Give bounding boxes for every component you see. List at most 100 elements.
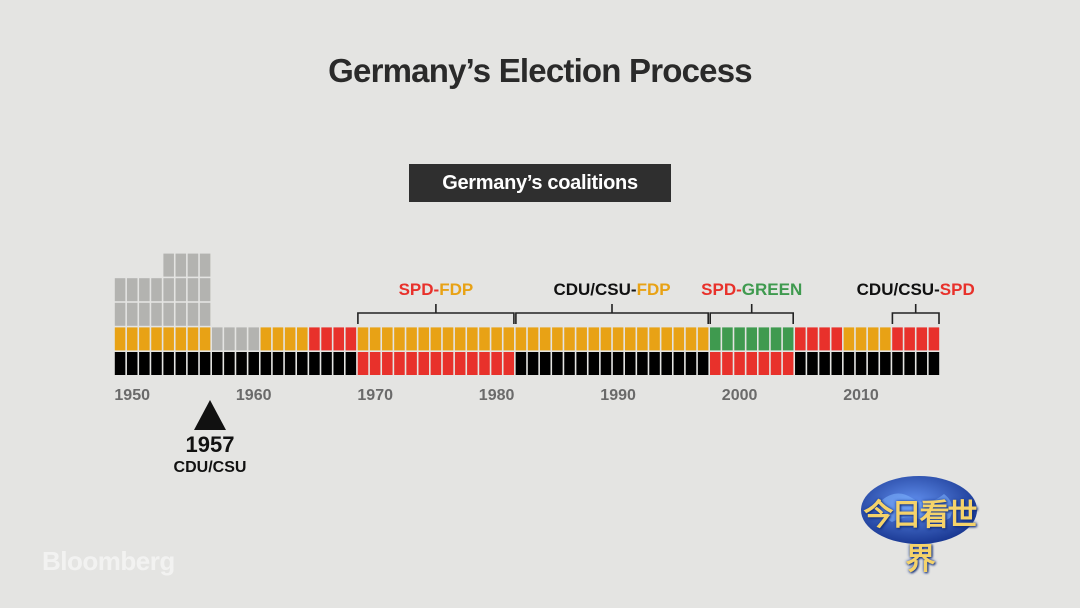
x-axis-ticks: 1950 1960 1970 1980 1990 2000 2010 (114, 387, 878, 404)
cell-1950-row1 (126, 327, 138, 351)
cell-2014-row1 (904, 327, 915, 351)
cell-1951-row0 (139, 352, 150, 375)
cell-1950-row0 (126, 352, 138, 375)
cell-1963-row1 (284, 327, 296, 351)
bracket-label-2: SPD-GREEN (701, 280, 802, 299)
cell-1990-row0 (612, 352, 624, 375)
cell-1984-row0 (539, 352, 551, 375)
bracket-label-part: FDP (637, 280, 671, 299)
cell-1954-row4 (175, 253, 187, 277)
cell-1960-row1 (248, 327, 259, 351)
cell-2006-row0 (807, 352, 818, 375)
cell-1956-row3 (199, 278, 211, 302)
cell-1985-row1 (552, 327, 563, 351)
cell-1951-row3 (139, 278, 150, 302)
cell-1999-row0 (722, 352, 733, 375)
bracket-label-part: CDU/CSU (857, 280, 934, 299)
slide-title: Germany’s Election Process (328, 52, 752, 89)
cell-1949-row2 (114, 302, 126, 326)
cell-1950-row3 (126, 278, 138, 302)
cell-1993-row0 (649, 352, 660, 375)
cell-1951-row2 (139, 302, 150, 326)
cell-1986-row1 (564, 327, 575, 351)
subtitle-box: Germany’s coalitions (409, 164, 671, 202)
cell-2015-row1 (916, 327, 928, 351)
cell-2010-row1 (855, 327, 867, 351)
cell-2007-row1 (819, 327, 830, 351)
cell-1985-row0 (552, 352, 563, 375)
bracket-label-part: - (736, 280, 742, 299)
event-marker: 1957 CDU/CSU (140, 400, 280, 479)
cell-1995-row0 (673, 352, 685, 375)
cell-1992-row1 (637, 327, 648, 351)
x-tick-label: 1990 (600, 387, 636, 404)
channel-logo: 今日看世界 (852, 470, 987, 577)
bracket-2 (709, 304, 794, 324)
cell-1962-row0 (272, 352, 284, 375)
cell-2009-row0 (843, 352, 855, 375)
cell-1982-row0 (515, 352, 527, 375)
cell-1981-row0 (503, 352, 515, 375)
cell-1957-row0 (211, 352, 223, 375)
cell-2001-row1 (746, 327, 757, 351)
cell-1953-row2 (163, 302, 174, 326)
cell-1983-row1 (527, 327, 539, 351)
triangle-up-icon (194, 400, 226, 430)
cell-2012-row1 (880, 327, 891, 351)
cell-1952-row0 (151, 352, 162, 375)
cell-1973-row1 (406, 327, 417, 351)
cell-1994-row1 (661, 327, 672, 351)
cell-1979-row1 (479, 327, 490, 351)
cell-1961-row0 (260, 352, 272, 375)
cell-1957-row1 (211, 327, 223, 351)
cell-1952-row2 (151, 302, 162, 326)
cell-1984-row1 (539, 327, 551, 351)
timeline-cells (114, 253, 940, 375)
cell-1982-row1 (515, 327, 527, 351)
cell-1987-row1 (576, 327, 587, 351)
cell-2011-row1 (867, 327, 879, 351)
cell-1995-row1 (673, 327, 685, 351)
cell-1999-row1 (722, 327, 733, 351)
cell-1970-row1 (369, 327, 381, 351)
cell-1961-row1 (260, 327, 272, 351)
bracket-label-part: SPD (701, 280, 736, 299)
cell-2004-row1 (782, 327, 794, 351)
cell-1997-row0 (697, 352, 709, 375)
cell-1965-row0 (309, 352, 320, 375)
cell-1998-row0 (710, 352, 721, 375)
cell-1954-row3 (175, 278, 187, 302)
cell-1958-row0 (224, 352, 235, 375)
bracket-label-part: - (434, 280, 440, 299)
cell-2001-row0 (746, 352, 757, 375)
cell-1968-row1 (345, 327, 357, 351)
cell-1990-row1 (612, 327, 624, 351)
cell-1954-row2 (175, 302, 187, 326)
cell-1992-row0 (637, 352, 648, 375)
cell-2010-row0 (855, 352, 867, 375)
cell-1977-row0 (454, 352, 466, 375)
x-tick-label: 1970 (357, 387, 393, 404)
cell-2008-row0 (831, 352, 843, 375)
bracket-label-3: CDU/CSU-SPD (857, 280, 975, 299)
cell-1983-row0 (527, 352, 539, 375)
cell-2016-row1 (928, 327, 940, 351)
cell-1950-row2 (126, 302, 138, 326)
cell-1989-row0 (600, 352, 612, 375)
cell-1977-row1 (454, 327, 466, 351)
cell-1964-row1 (297, 327, 308, 351)
cell-2005-row0 (795, 352, 806, 375)
cell-1970-row0 (369, 352, 381, 375)
cell-1975-row1 (430, 327, 442, 351)
cell-1956-row0 (199, 352, 211, 375)
cell-2000-row0 (734, 352, 745, 375)
cell-1956-row2 (199, 302, 211, 326)
cell-1953-row0 (163, 352, 174, 375)
subtitle-label: Germany’s coalitions (442, 171, 638, 194)
bracket-0 (357, 304, 515, 324)
cell-1976-row1 (442, 327, 454, 351)
cell-1962-row1 (272, 327, 284, 351)
cell-1958-row1 (224, 327, 235, 351)
